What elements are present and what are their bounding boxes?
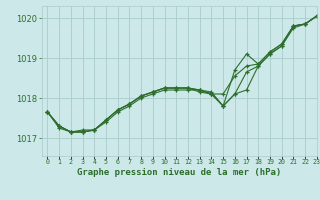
X-axis label: Graphe pression niveau de la mer (hPa): Graphe pression niveau de la mer (hPa) [77, 168, 281, 177]
